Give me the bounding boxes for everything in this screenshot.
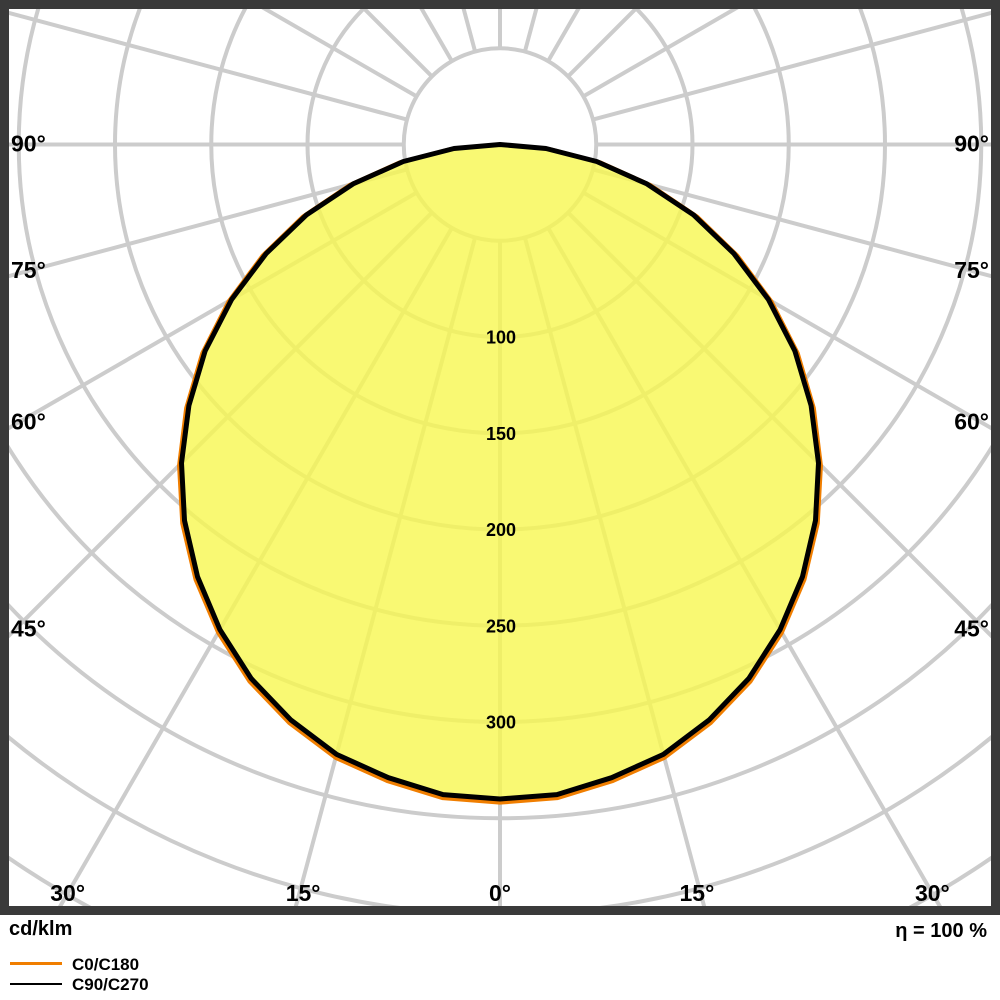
legend-label-c90-c270: C90/C270 bbox=[72, 975, 149, 994]
legend-line-c90-c270-icon bbox=[10, 983, 62, 985]
grid-radial-240 bbox=[261, 9, 418, 99]
ring-labels: 100 150 200 250 300 bbox=[486, 328, 516, 733]
curve-c90-c270 bbox=[179, 142, 821, 802]
angle-label-bottom-2: 0° bbox=[489, 880, 511, 906]
polar-chart-svg: 100 150 200 250 300 90° 90° 75° 75° 60° 60° 45° 45° 3… bbox=[0, 0, 1000, 915]
grid-radial-285 bbox=[9, 167, 408, 279]
plot-frame bbox=[0, 0, 1000, 915]
ring-label-300: 300 bbox=[486, 713, 516, 733]
legend-item-c90-c270: C90/C270 bbox=[0, 973, 400, 994]
ring-label-200: 200 bbox=[486, 520, 516, 540]
angle-label-right-75: 75° bbox=[954, 257, 989, 283]
grid-radial-225 bbox=[361, 9, 434, 78]
legend: C0/C180 C90/C270 bbox=[0, 953, 400, 994]
ring-label-150: 150 bbox=[486, 424, 516, 444]
ring-label-250: 250 bbox=[486, 616, 516, 636]
angle-labels: 90° 90° 75° 75° 60° 60° 45° 45° 30° 15° 0° 15° 30° bbox=[11, 131, 989, 907]
grid-radial-105 bbox=[592, 10, 991, 122]
legend-line-c0-c180-icon bbox=[10, 962, 62, 965]
angle-label-right-90: 90° bbox=[954, 131, 989, 157]
angle-label-left-60: 60° bbox=[11, 408, 46, 434]
angle-label-bottom-0: 30° bbox=[50, 880, 85, 906]
grid-radial-135 bbox=[566, 9, 639, 78]
grid-radial-255 bbox=[9, 10, 408, 122]
grid-radial-75 bbox=[592, 167, 991, 279]
plot-area: 100 150 200 250 300 bbox=[9, 9, 991, 906]
angle-label-right-60: 60° bbox=[954, 408, 989, 434]
legend-label-c0-c180: C0/C180 bbox=[72, 955, 140, 974]
angle-label-left-75: 75° bbox=[11, 257, 46, 283]
angle-label-bottom-4: 30° bbox=[915, 880, 950, 906]
ring-label-100: 100 bbox=[486, 328, 516, 348]
unit-label: cd/klm bbox=[9, 918, 73, 940]
grid-radial-120 bbox=[582, 9, 739, 99]
angle-label-left-45: 45° bbox=[11, 616, 46, 642]
legend-item-c0-c180: C0/C180 bbox=[0, 953, 400, 974]
angle-label-right-45: 45° bbox=[954, 616, 989, 642]
angle-label-left-90: 90° bbox=[11, 131, 46, 157]
angle-label-bottom-1: 15° bbox=[286, 880, 321, 906]
efficiency-label: η = 100 % bbox=[895, 920, 987, 942]
angle-label-bottom-3: 15° bbox=[680, 880, 715, 906]
